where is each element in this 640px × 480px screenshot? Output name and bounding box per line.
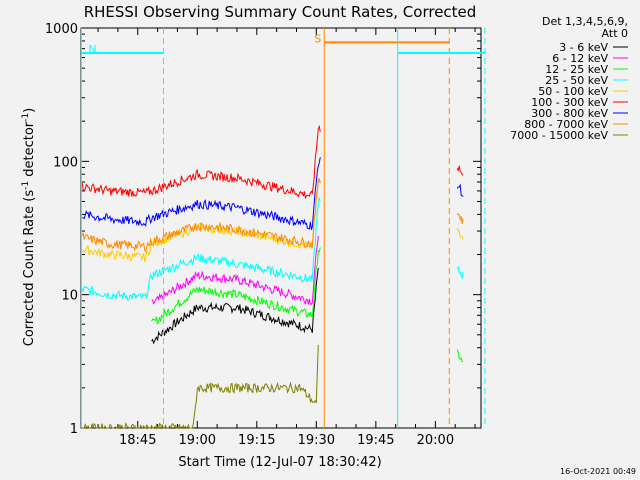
x-tick-label: 19:45 — [357, 433, 394, 448]
interval-label: S — [314, 32, 321, 45]
x-tick-label: 18:45 — [119, 433, 156, 448]
x-tick-label: 20:00 — [417, 433, 454, 448]
plot-frame — [80, 27, 482, 429]
chart-title: RHESSI Observing Summary Count Rates, Co… — [84, 3, 477, 21]
legend-header: Att 0 — [602, 27, 628, 40]
series-layer — [81, 124, 464, 430]
legend-entry: 12 - 25 keV — [545, 63, 608, 76]
footer-timestamp: 16-Oct-2021 00:49 — [560, 467, 636, 476]
y-tick-label: 100 — [53, 155, 78, 170]
legend-entry: 300 - 800 keV — [531, 107, 608, 120]
series-line — [81, 196, 464, 302]
y-axis-label: Corrected Count Rate (s-1 detector-1) — [21, 108, 37, 346]
legend-entry: 800 - 7000 keV — [524, 118, 608, 131]
series-line — [151, 267, 319, 345]
y-tick-label: 1 — [70, 422, 78, 437]
series-line — [81, 124, 464, 200]
legend-entry: 50 - 100 keV — [538, 85, 608, 98]
series-line — [82, 157, 464, 230]
x-axis-label: Start Time (12-Jul-07 18:30:42) — [178, 455, 381, 470]
x-tick-label: 19:00 — [179, 433, 216, 448]
x-tick-label: 19:15 — [238, 433, 275, 448]
series-line — [82, 344, 319, 430]
series-line — [151, 247, 464, 363]
x-tick-label: 19:30 — [298, 433, 335, 448]
y-tick-label: 10 — [61, 289, 78, 304]
series-line — [81, 177, 464, 253]
overlays: NS — [80, 28, 486, 428]
legend-entry: 100 - 300 keV — [531, 96, 608, 109]
y-tick-label: 1000 — [45, 22, 78, 37]
interval-label: N — [88, 43, 96, 56]
legend-entry: 6 - 12 keV — [552, 52, 608, 65]
series-line — [151, 235, 319, 306]
legend-entry: 25 - 50 keV — [545, 74, 608, 87]
legend-entry: 3 - 6 keV — [559, 41, 608, 54]
legend-header: Det 1,3,4,5,6,9, — [542, 15, 628, 28]
legend-entry: 7000 - 15000 keV — [510, 129, 608, 142]
axes: 18:45 19:00 19:15 19:30 19:45 20:00 1 10 100 1000 — [45, 22, 482, 448]
